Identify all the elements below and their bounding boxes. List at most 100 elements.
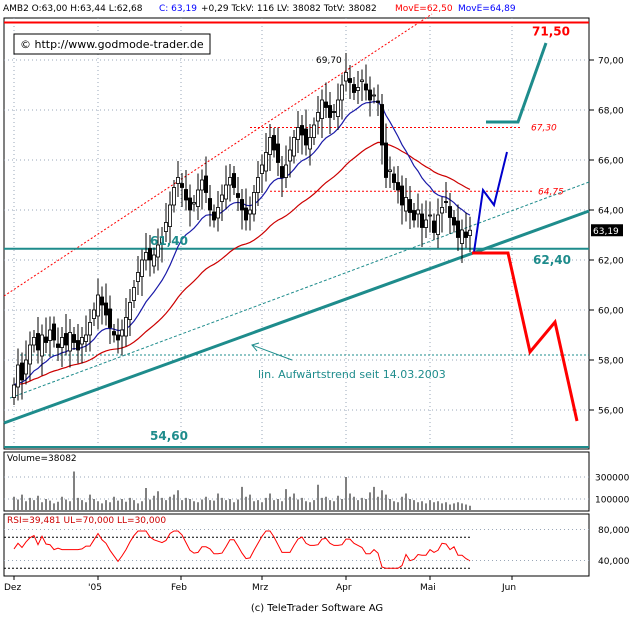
candle-body (112, 331, 117, 336)
volume-label: Volume=38082 (7, 454, 77, 464)
rsi-label: RSI=39,481 UL=70,000 LL=30,000 (7, 516, 166, 526)
candle-body (399, 185, 404, 206)
candle-body (307, 137, 312, 150)
candle-body (351, 84, 356, 93)
candle-body (359, 79, 364, 82)
price-axis: 56,00 58,00 60,00 62,00 64,00 66,00 68,00 70,00… (589, 57, 624, 417)
candle-body (419, 213, 424, 228)
candle-body (243, 207, 248, 221)
candle-body (219, 194, 224, 202)
candle-body (179, 183, 184, 188)
copyright-box: © http://www.godmode-trader.de (13, 33, 211, 55)
candle-body (48, 329, 53, 341)
candle-body (455, 220, 460, 238)
candle-body (331, 111, 336, 113)
candle-body (451, 217, 456, 226)
candle-body (127, 302, 132, 320)
x-tick-label: Dez (4, 583, 21, 593)
candle-body (375, 100, 380, 103)
last-price-label: 63,19 (593, 227, 619, 237)
candle-body (279, 166, 284, 178)
candle-body (251, 192, 256, 215)
candle-body (363, 83, 368, 91)
candle-body (72, 334, 77, 343)
x-tick-label: '05 (88, 583, 102, 593)
candle-body (100, 296, 105, 306)
candle-body (343, 72, 348, 82)
volume-bars (13, 471, 471, 510)
rsi-tick-label: 80,000 (598, 526, 630, 536)
level-64-75-label: 64,75 (538, 187, 564, 197)
x-tick-label: Feb (171, 583, 187, 593)
price-grid (4, 18, 589, 449)
candle-body (263, 152, 268, 172)
candle-body (295, 127, 300, 140)
candle-body (299, 125, 304, 136)
price-tick-label: 70,00 (598, 57, 624, 67)
candle-body (411, 210, 416, 221)
ma-red-line (13, 141, 471, 386)
candle-body (427, 214, 432, 217)
candle-body (124, 317, 129, 337)
candle-body (116, 334, 121, 341)
price-tick-label: 66,00 (598, 157, 624, 167)
info-close: C: 63,19 (159, 4, 197, 14)
annotation-label: lin. Aufwärtstrend seit 14.03.2003 (258, 368, 446, 381)
candle-body (167, 204, 172, 227)
candle-body (403, 197, 408, 212)
candle-body (120, 329, 125, 337)
candle-body (131, 287, 136, 301)
candle-body (287, 149, 292, 162)
overlays (3, 13, 590, 448)
candle-body (76, 340, 81, 351)
candle-body (439, 207, 444, 214)
candle-body (271, 135, 276, 151)
info-bar: AMB2 O:63,00 H:63,44 L:62,68 C: 63,19 +0… (3, 4, 516, 14)
candle-body (463, 231, 468, 238)
rsi-tick-label: 40,000 (598, 557, 630, 567)
rsi-line (13, 530, 471, 569)
candle-body (255, 177, 260, 193)
projection-red (472, 251, 579, 422)
candle-body (84, 334, 89, 342)
peak-label: 69,70 (316, 56, 342, 66)
candle-body (195, 189, 200, 207)
projection-blue (473, 151, 508, 253)
candle-body (135, 272, 140, 282)
candle-body (80, 337, 85, 345)
candle-body (60, 337, 65, 348)
candle-body (387, 169, 392, 172)
candle-body (395, 182, 400, 191)
candle-body (415, 209, 420, 215)
info-symbol: AMB2 O:63,00 H:63,44 L:62,68 (3, 4, 143, 14)
candle-body (311, 124, 316, 138)
projection-teal (486, 42, 548, 124)
level-labels: 71,50 62,40 54,60 61,40 67,30 64,75 69,70 lin. … (150, 25, 571, 444)
candle-body (52, 323, 57, 341)
level-54-60-label: 54,60 (150, 429, 188, 443)
candle-body (27, 344, 32, 365)
info-ma2: MovE=64,89 (458, 4, 516, 14)
x-tick-label: Apr (336, 583, 352, 593)
candle-body (40, 334, 45, 357)
candle-body (467, 229, 472, 236)
candle-body (347, 78, 352, 83)
volume-tick-label: 100000 (595, 496, 630, 506)
candle-body (283, 164, 288, 178)
candle-body (64, 333, 69, 346)
price-tick-label: 68,00 (598, 107, 624, 117)
candle-body (367, 89, 372, 101)
level-67-30-label: 67,30 (531, 124, 557, 134)
candle-body (267, 137, 272, 155)
candle-body (379, 104, 384, 146)
candle-body (23, 359, 28, 375)
upper-channel-line (3, 13, 433, 297)
candle-body (335, 99, 340, 117)
level-61-40-label: 61,40 (150, 234, 188, 248)
candle-body (159, 237, 164, 244)
rsi-panel (3, 513, 590, 577)
candle-body (323, 101, 328, 108)
candle-body (423, 219, 428, 228)
candle-body (211, 211, 216, 221)
